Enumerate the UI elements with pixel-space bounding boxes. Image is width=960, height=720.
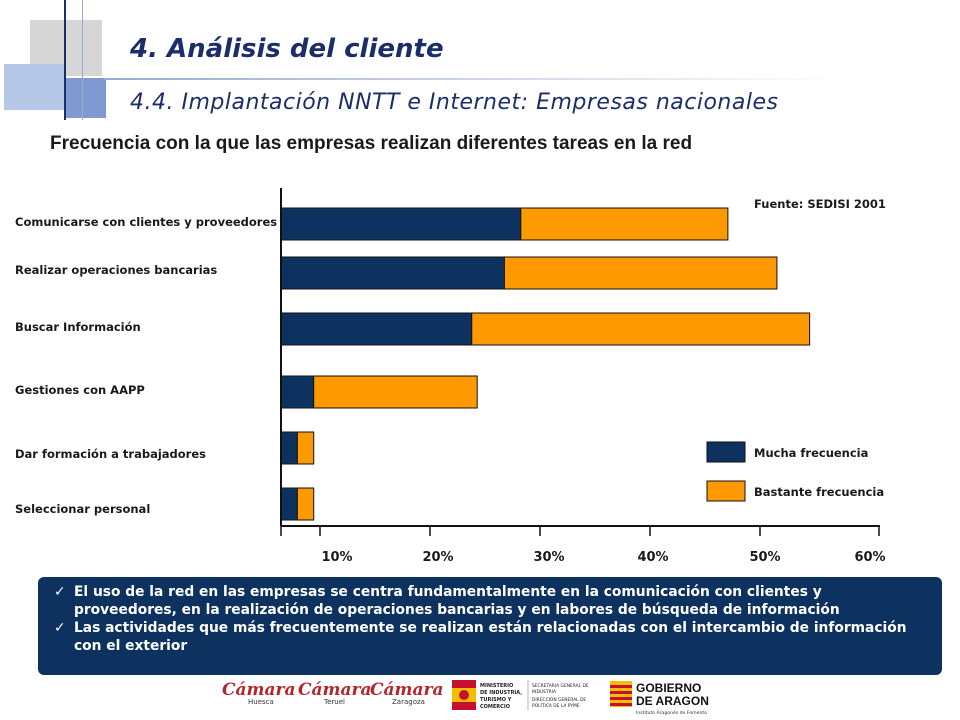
camara-teruel-logo: Cámara: [298, 680, 372, 700]
bar-bastante: [503, 256, 778, 290]
bar-mucha: [280, 375, 315, 409]
ministerio-line: TURISMO Y: [480, 697, 512, 703]
category-label: Dar formación a trabajadores: [15, 447, 206, 461]
bar-bastante: [520, 207, 729, 241]
bar-mucha: [280, 256, 505, 290]
summary-list: ✓ El uso de la red en las empresas se cen…: [38, 577, 942, 655]
page-subtitle: 4.4. Implantación NNTT e Internet: Empre…: [130, 90, 779, 115]
bar-bastante: [313, 375, 478, 409]
gobierno-aragon-logo: GOBIERNO DE ARAGON Instituto Aragonés de…: [610, 681, 709, 716]
ministerio-line: DE INDUSTRIA,: [480, 690, 522, 696]
summary-text: Las actividades que más frecuentemente s…: [74, 620, 907, 654]
secretaria-line: INDUSTRIA: [532, 689, 556, 695]
secretaria-line: SECRETARIA GENERAL DE: [532, 683, 589, 689]
bar-bastante: [296, 487, 315, 521]
page-title: 4. Análisis del cliente: [130, 34, 444, 64]
secretaria-line: POLÍTICA DE LA PYME: [532, 702, 580, 709]
bar-bastante: [471, 312, 811, 346]
category-label: Buscar Información: [15, 320, 141, 334]
gobierno-line: GOBIERNO: [636, 681, 701, 695]
category-label: Gestiones con AAPP: [15, 383, 145, 397]
summary-bullet: ✓ Las actividades que más frecuentemente …: [54, 619, 928, 655]
category-labels: Comunicarse con clientes y proveedores Re…: [15, 215, 277, 516]
header-deco-line: [64, 0, 66, 120]
ministerio-industria-logo: MINISTERIO DE INDUSTRIA, TURISMO Y COMER…: [452, 680, 589, 710]
camara-teruel-label: Teruel: [324, 698, 345, 706]
category-label: Seleccionar personal: [15, 502, 150, 516]
legend-swatch-bastante: [706, 480, 746, 502]
ministerio-line: MINISTERIO: [480, 683, 513, 689]
x-tick-label: 10%: [321, 550, 352, 565]
x-ticks: 10% 20% 30% 40% 50% 60%: [321, 550, 885, 565]
chart-title: Frecuencia con la que las empresas reali…: [50, 133, 693, 154]
camara-huesca-logo: Cámara: [222, 680, 296, 700]
x-tick-label: 60%: [854, 550, 885, 565]
x-tick-label: 40%: [637, 550, 668, 565]
x-tick-label: 50%: [749, 550, 780, 565]
bar-bastante: [296, 431, 315, 465]
summary-bullet: ✓ El uso de la red en las empresas se cen…: [54, 583, 928, 619]
header-divider: [104, 78, 844, 80]
ministerio-line: COMERCIO: [480, 704, 510, 710]
bar-mucha: [280, 431, 298, 465]
header-deco-line: [82, 0, 83, 120]
header-deco-square-dark-blue: [64, 78, 106, 118]
bar-chart: Comunicarse con clientes y proveedores Re…: [15, 188, 886, 565]
bar-mucha: [280, 207, 522, 241]
secretaria-line: DIRECCIÓN GENERAL DE: [532, 696, 586, 703]
gobierno-subtitle: Instituto Aragonés de Fomento: [636, 709, 707, 716]
check-icon: ✓: [54, 620, 66, 636]
source-note: Fuente: SEDISI 2001: [754, 197, 886, 211]
header-deco-square-light-blue: [4, 64, 64, 110]
camara-zaragoza-label: Zaragoza: [392, 698, 425, 706]
category-label: Comunicarse con clientes y proveedores: [15, 215, 277, 229]
check-icon: ✓: [54, 584, 66, 600]
footer-logos: Cámara Huesca Cámara Teruel Cámara Zarag…: [218, 674, 908, 720]
legend: Mucha frecuencia Bastante frecuencia: [706, 441, 884, 502]
legend-label-mucha: Mucha frecuencia: [754, 446, 868, 460]
gobierno-line: DE ARAGON: [636, 694, 709, 708]
bar-mucha: [280, 487, 298, 521]
camara-huesca-label: Huesca: [248, 698, 274, 706]
category-label: Realizar operaciones bancarias: [15, 263, 217, 277]
bar-mucha: [280, 312, 473, 346]
summary-text: El uso de la red en las empresas se cent…: [74, 584, 840, 618]
x-tick-label: 20%: [422, 550, 453, 565]
camara-zaragoza-logo: Cámara: [370, 680, 444, 700]
summary-box: ✓ El uso de la red en las empresas se cen…: [38, 577, 942, 675]
bars: [280, 207, 811, 521]
axes: [280, 188, 880, 536]
legend-label-bastante: Bastante frecuencia: [754, 485, 884, 499]
x-tick-label: 30%: [533, 550, 564, 565]
legend-swatch-mucha: [706, 441, 746, 463]
